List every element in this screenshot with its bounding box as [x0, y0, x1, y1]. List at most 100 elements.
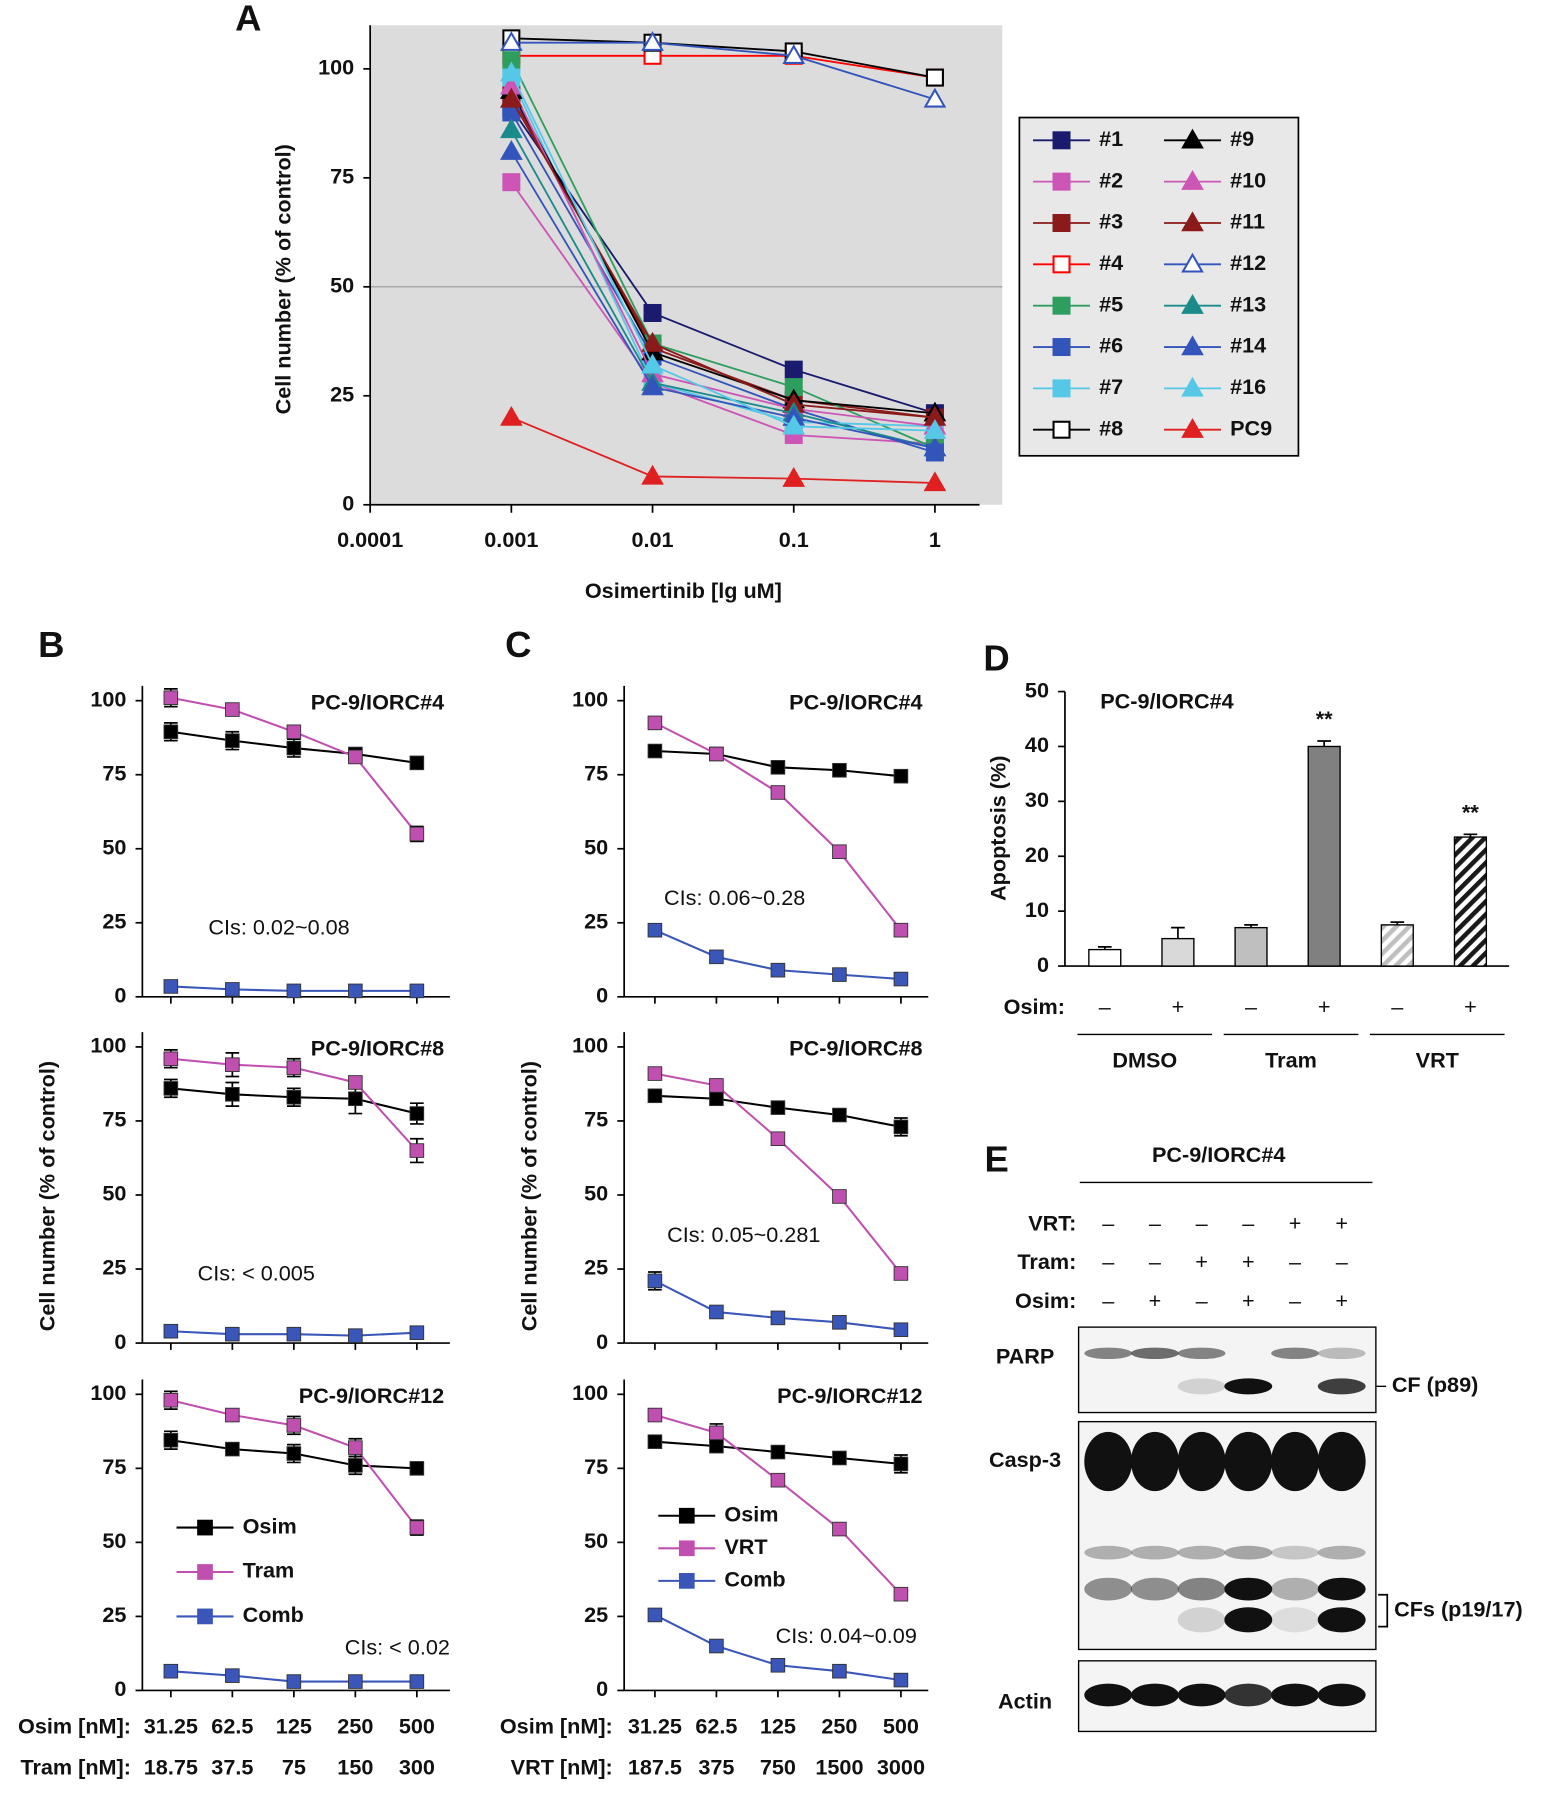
blot-band [1130, 1577, 1179, 1601]
condition-sign: + [1335, 1288, 1348, 1313]
blot-band [1271, 1347, 1319, 1360]
blot-band [1177, 1347, 1226, 1360]
data-point [923, 419, 947, 439]
x-axis-label: Osimertinib [lg uM] [585, 578, 782, 603]
condition-sign: – [1102, 1249, 1115, 1274]
data-point [348, 1328, 363, 1343]
data-point [832, 844, 847, 859]
data-point [832, 762, 847, 778]
legend-marker [197, 1608, 213, 1625]
y-tick-label: 75 [102, 1107, 126, 1132]
x-tick-label: 62.5 [211, 1714, 253, 1739]
panel-label: D [983, 637, 1009, 678]
data-point [163, 1051, 179, 1067]
data-point [502, 173, 521, 192]
legend-label: Comb [243, 1602, 304, 1627]
condition-sign: – [1242, 1210, 1255, 1235]
data-point [647, 1607, 663, 1623]
data-point [286, 1418, 302, 1433]
blot-band [1084, 1431, 1133, 1492]
y-tick-label: 0 [596, 1676, 608, 1701]
blot-band [1224, 1607, 1273, 1633]
condition-sign: + [1195, 1249, 1208, 1274]
data-point [832, 1521, 847, 1537]
subplot-title: PC-9/IORC#4 [789, 689, 922, 714]
data-point [348, 749, 363, 765]
blot-band [1177, 1431, 1226, 1492]
x-tick-label: 1500 [815, 1755, 863, 1780]
legend-label: Comb [724, 1567, 785, 1592]
data-point [641, 464, 664, 485]
data-point [709, 949, 724, 965]
condition-sign: – [1102, 1210, 1115, 1235]
blot-band [1271, 1431, 1319, 1492]
data-point [770, 1131, 786, 1147]
condition-sign: – [1149, 1249, 1162, 1274]
condition-label: Tram: [1017, 1249, 1076, 1274]
condition-label: VRT: [1028, 1210, 1076, 1235]
blot-band [1271, 1607, 1319, 1633]
data-point [893, 1586, 909, 1602]
blot-band [1317, 1378, 1366, 1395]
condition-sign: – [1196, 1288, 1209, 1313]
subplot-title: PC-9/IORC#12 [777, 1383, 922, 1408]
legend-label: #7 [1099, 374, 1123, 399]
blot-band [1317, 1577, 1366, 1601]
series-line [510, 72, 935, 432]
data-point [348, 1440, 363, 1455]
blot-band [1084, 1683, 1133, 1707]
data-point [163, 1663, 179, 1679]
legend-label: #10 [1230, 167, 1266, 192]
data-point [832, 1663, 847, 1679]
y-tick-label: 40 [1025, 732, 1049, 757]
error-bar [1390, 921, 1405, 925]
data-point [832, 1107, 847, 1123]
series-line [510, 107, 936, 415]
legend-marker [197, 1519, 213, 1536]
blot-band [1177, 1577, 1226, 1601]
condition-sign: – [1336, 1249, 1349, 1274]
data-point [225, 1057, 240, 1072]
data-point [770, 1310, 786, 1326]
condition-label: Osim: [1015, 1288, 1076, 1313]
blot-image [1077, 1326, 1377, 1414]
data-point [409, 1461, 425, 1476]
legend-label: PC9 [1230, 415, 1272, 440]
x-tick-label: + [1172, 994, 1185, 1019]
x-tick-label: 250 [337, 1714, 373, 1739]
panel-label: C [505, 624, 531, 665]
x-tick-label: 150 [337, 1755, 373, 1780]
y-tick-label: 25 [584, 908, 608, 933]
blot-band [1130, 1683, 1179, 1707]
data-point [647, 1434, 663, 1449]
series-line [510, 129, 936, 449]
data-point [163, 1392, 179, 1408]
y-axis-label: Cell number (% of control) [516, 1061, 541, 1331]
series-line [170, 696, 418, 835]
data-point [500, 61, 523, 82]
legend-label: #2 [1099, 167, 1123, 192]
legend-label: Osim [724, 1501, 778, 1526]
x-tick-label: – [1391, 994, 1404, 1019]
x-tick-label: – [1099, 994, 1112, 1019]
condition-sign: + [1289, 1210, 1302, 1235]
x-tick-label: 75 [282, 1755, 306, 1780]
y-tick-label: 50 [584, 834, 608, 859]
annotation-bracket [1378, 1593, 1389, 1628]
subplot-title: PC-9/IORC#8 [311, 1036, 444, 1061]
condition-sign: + [1149, 1288, 1162, 1313]
y-tick-label: 0 [114, 983, 126, 1008]
data-point [770, 1444, 786, 1460]
data-point [409, 1325, 425, 1340]
legend-marker [1181, 376, 1204, 397]
data-point [409, 1106, 425, 1121]
subplot-title: PC-9/IORC#12 [299, 1383, 444, 1408]
data-point [893, 768, 909, 784]
legend-marker [1052, 420, 1071, 439]
legend-label: #16 [1230, 374, 1266, 399]
legend-marker [1181, 252, 1204, 273]
series-line [510, 98, 936, 419]
data-point [641, 375, 664, 396]
data-point [647, 1407, 663, 1423]
data-point [500, 140, 523, 160]
